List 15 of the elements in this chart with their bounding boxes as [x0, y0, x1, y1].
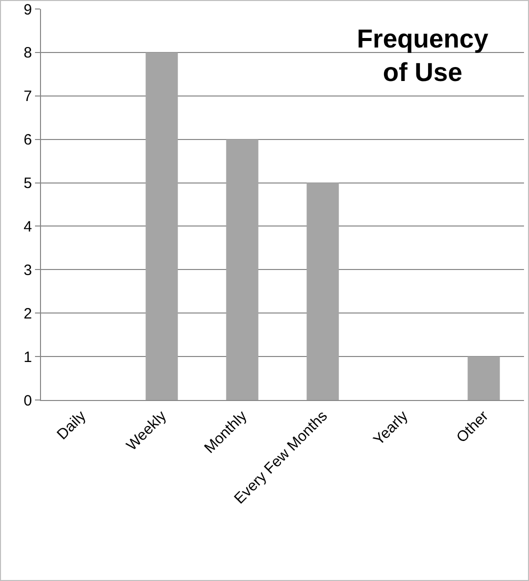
y-tick-label: 1	[24, 348, 32, 366]
y-tick-label: 2	[24, 305, 32, 322]
text: Frequency of Use	[356, 23, 489, 88]
bar	[306, 182, 339, 400]
bar	[146, 52, 178, 400]
y-tick-label: 6	[24, 132, 32, 149]
bar	[226, 139, 258, 400]
y-tick-label: 0	[24, 392, 32, 410]
y-tick-label: 9	[24, 1, 32, 18]
y-tick-label: 8	[24, 44, 32, 62]
y-tick-label: 5	[24, 175, 32, 192]
y-tick-label: 3	[24, 262, 32, 279]
y-tick-label: 4	[24, 218, 32, 236]
y-tick-label: 7	[24, 88, 32, 106]
bar	[468, 356, 500, 400]
